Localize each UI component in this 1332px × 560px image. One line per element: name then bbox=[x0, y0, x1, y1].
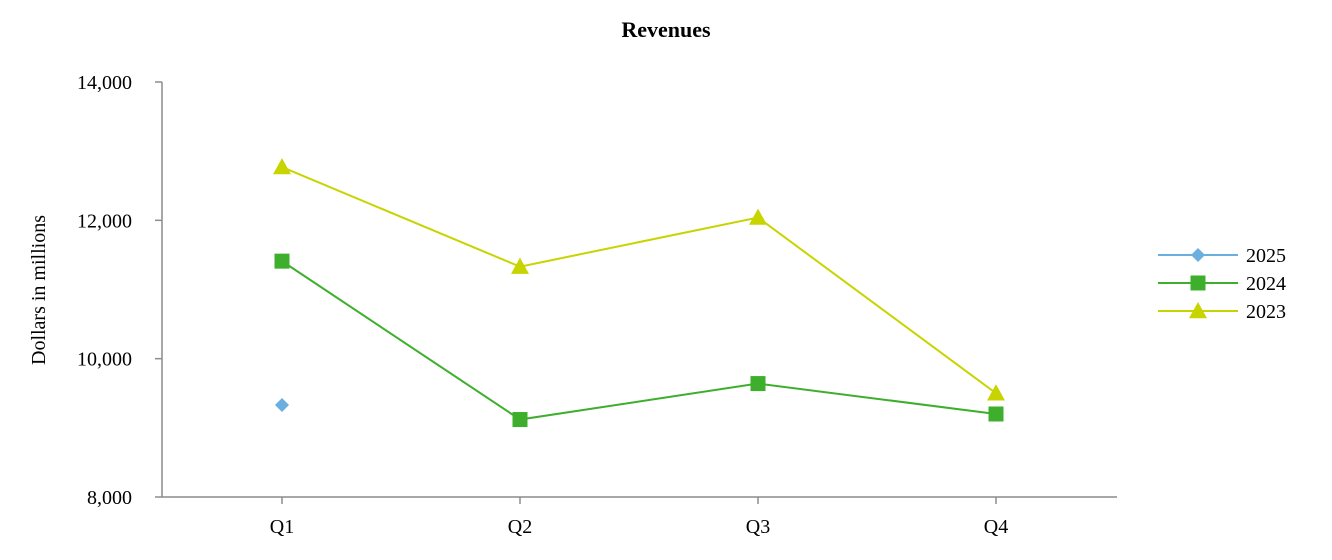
data-point-2023 bbox=[987, 384, 1005, 401]
data-point-2024 bbox=[750, 376, 766, 392]
y-tick-label: 12,000 bbox=[77, 210, 132, 232]
data-point-2025 bbox=[275, 398, 289, 413]
x-tick-label: Q3 bbox=[746, 516, 770, 538]
y-tick-label: 8,000 bbox=[87, 487, 132, 509]
series-2025 bbox=[275, 398, 289, 413]
y-axis-title: Dollars in millions bbox=[28, 215, 50, 365]
legend-item-2025: 2025 bbox=[1158, 245, 1286, 267]
legend-label: 2024 bbox=[1246, 273, 1286, 295]
x-tick-label: Q2 bbox=[508, 516, 532, 538]
legend: 2025 2024 2023 bbox=[1158, 245, 1286, 323]
legend-marker bbox=[1189, 302, 1207, 319]
x-tick-label: Q4 bbox=[984, 516, 1008, 538]
legend-label: 2023 bbox=[1246, 301, 1286, 323]
series-2023 bbox=[273, 158, 1005, 401]
series-line-2024 bbox=[281, 260, 997, 421]
data-point-2024 bbox=[512, 412, 528, 428]
data-point-2024 bbox=[988, 406, 1004, 422]
legend-label: 2025 bbox=[1246, 245, 1286, 267]
data-point-2023 bbox=[749, 208, 767, 225]
series-2024 bbox=[274, 253, 1004, 428]
legend-item-2024: 2024 bbox=[1158, 273, 1286, 295]
chart-title: Revenues bbox=[621, 17, 711, 42]
data-point-2024 bbox=[274, 253, 290, 269]
y-tick-label: 10,000 bbox=[77, 349, 132, 371]
axes: 8,000 10,000 12,000 14,000 Q1 Q2 Q3 Q4 bbox=[77, 72, 1117, 538]
y-tick-label: 14,000 bbox=[77, 72, 132, 94]
plot-area bbox=[273, 158, 1005, 428]
legend-marker bbox=[1190, 275, 1206, 291]
data-point-2023 bbox=[511, 257, 529, 274]
legend-item-2023: 2023 bbox=[1158, 301, 1286, 323]
series-line-2023 bbox=[281, 166, 997, 395]
legend-marker bbox=[1191, 248, 1205, 262]
x-tick-label: Q1 bbox=[270, 516, 294, 538]
data-point-2023 bbox=[273, 158, 291, 175]
